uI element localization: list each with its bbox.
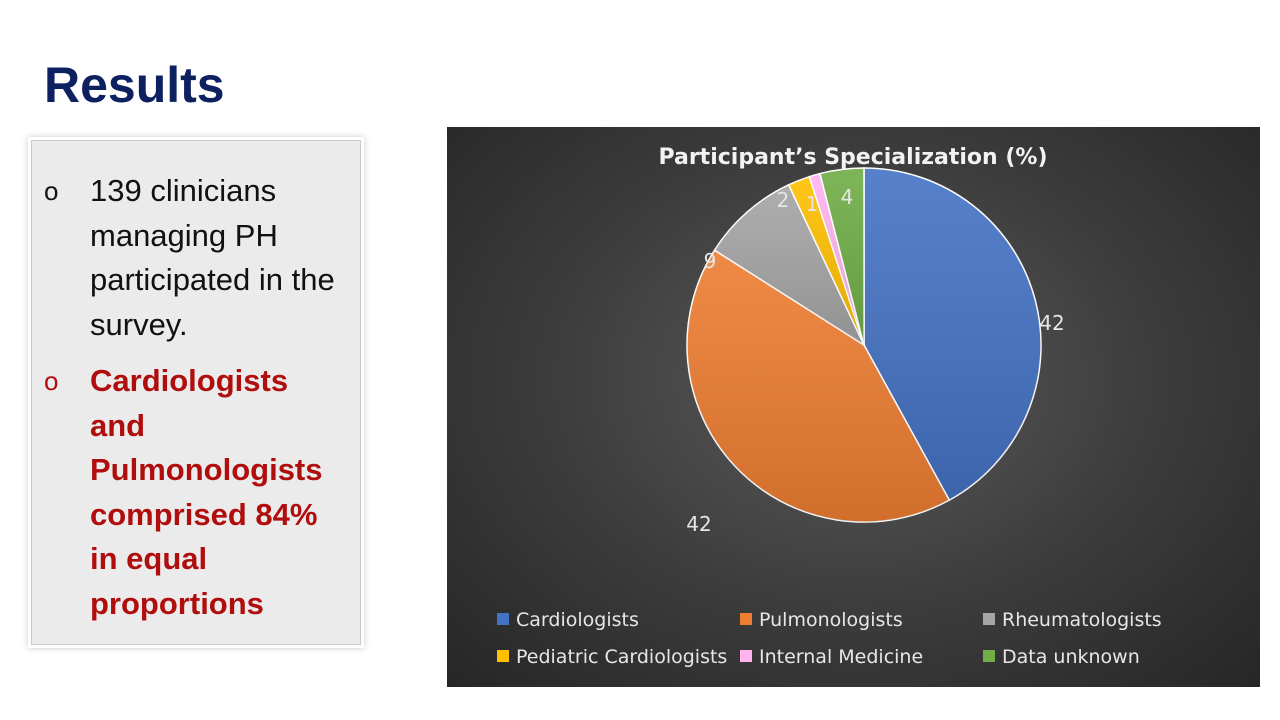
chart-legend: Cardiologists Pulmonologists Rheumatologis… xyxy=(497,609,1162,668)
legend-swatch-pulmonologists xyxy=(740,613,752,625)
legend-swatch-internal-medicine xyxy=(740,650,752,662)
legend-label-pediatric-cardiologists: Pediatric Cardiologists xyxy=(516,646,727,668)
bullet-marker-icon: o xyxy=(44,366,59,396)
bullet-item-clinicians: o 139 clinicians managing PH participate… xyxy=(44,169,350,347)
pie-slice-shade-internal-medicine xyxy=(809,173,864,345)
bullet-marker-icon: o xyxy=(44,176,59,206)
slice-label-data-unknown: 4 xyxy=(841,185,854,209)
slice-label-cardiologists: 42 xyxy=(1039,311,1064,335)
pie-chart: Participant’s Specialization (%) 42 42 9 2 1… xyxy=(497,145,1162,668)
pie-slice-shade-pulmonologists xyxy=(686,250,950,523)
slice-label-pulmonologists: 42 xyxy=(686,512,711,536)
legend-label-cardiologists: Cardiologists xyxy=(516,609,639,631)
legend-swatch-pediatric-cardiologists xyxy=(497,650,509,662)
slice-labels: 42 42 9 2 1 4 xyxy=(686,185,1064,536)
legend-label-data-unknown: Data unknown xyxy=(1002,646,1140,668)
slice-label-pediatric-cardiologists: 2 xyxy=(777,188,790,212)
pie-slices xyxy=(686,167,1042,523)
legend-swatch-data-unknown xyxy=(983,650,995,662)
pie-slice-shade-rheumatologists xyxy=(714,184,864,345)
pie-slice-shade-pediatric-cardiologists xyxy=(788,176,864,345)
chart-title: Participant’s Specialization (%) xyxy=(658,145,1047,170)
bullet-text: 139 clinicians managing PH participated … xyxy=(90,173,335,342)
legend-swatch-rheumatologists xyxy=(983,613,995,625)
bullet-box: o 139 clinicians managing PH participate… xyxy=(31,140,361,645)
legend-label-internal-medicine: Internal Medicine xyxy=(759,646,923,668)
pie-slice-shade-data-unknown xyxy=(819,168,864,345)
chart-panel: Participant’s Specialization (%) 42 42 9 2 1… xyxy=(447,127,1260,687)
bullet-item-specialists: o Cardiologists and Pulmonologists compr… xyxy=(44,359,350,626)
legend-label-rheumatologists: Rheumatologists xyxy=(1002,609,1162,631)
bullet-text: Cardiologists and Pulmonologists compris… xyxy=(90,363,323,621)
slice-label-rheumatologists: 9 xyxy=(704,249,717,273)
legend-swatch-cardiologists xyxy=(497,613,509,625)
slice-label-internal-medicine: 1 xyxy=(806,192,819,216)
legend-label-pulmonologists: Pulmonologists xyxy=(759,609,903,631)
pie-slice-shade-cardiologists xyxy=(864,168,1042,501)
slide-title: Results xyxy=(44,57,225,113)
